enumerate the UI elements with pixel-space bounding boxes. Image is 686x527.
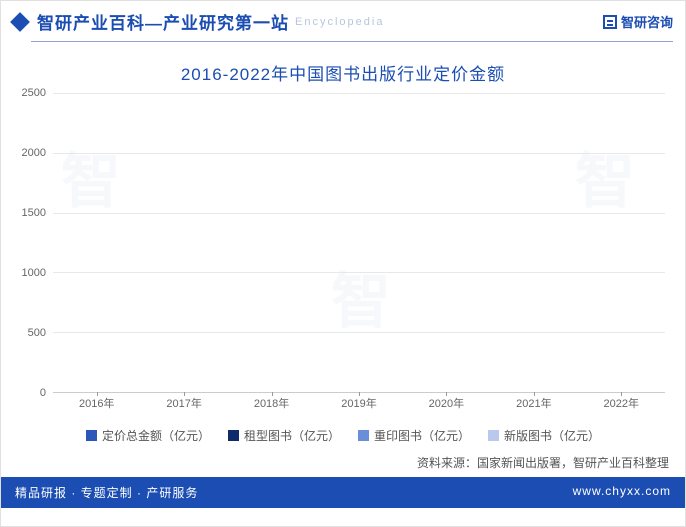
x-tick-label: 2017年	[166, 395, 201, 411]
footer-right: www.chyxx.com	[573, 484, 671, 501]
y-tick-label: 0	[40, 387, 46, 399]
legend-swatch	[86, 430, 97, 441]
x-tick-label: 2018年	[254, 395, 289, 411]
plot-area	[53, 93, 665, 393]
x-tick-label: 2019年	[341, 395, 376, 411]
legend-item: 重印图书（亿元）	[358, 427, 470, 444]
grid-line	[53, 272, 665, 273]
footer: 精品研报 · 专题定制 · 产研服务 www.chyxx.com	[1, 477, 685, 508]
legend-label: 租型图书（亿元）	[244, 427, 340, 444]
x-tick-label: 2016年	[79, 395, 114, 411]
footer-left: 精品研报 · 专题定制 · 产研服务	[15, 484, 198, 501]
legend-item: 新版图书（亿元）	[488, 427, 600, 444]
grid-line	[53, 213, 665, 214]
x-tick-label: 2020年	[429, 395, 464, 411]
brand-text: 智研咨询	[621, 12, 673, 31]
header-sub: Encyclopedia	[295, 16, 384, 28]
diamond-icon	[10, 12, 30, 32]
grid-line	[53, 93, 665, 94]
legend-swatch	[358, 430, 369, 441]
x-tick-label: 2022年	[604, 395, 639, 411]
chart-title: 2016-2022年中国图书出版行业定价金额	[1, 60, 685, 85]
legend-swatch	[228, 430, 239, 441]
chart-area: 智 智 智 05001000150020002500 2016年2017年201…	[11, 93, 665, 423]
legend-item: 定价总金额（亿元）	[86, 427, 210, 444]
x-tick-label: 2021年	[516, 395, 551, 411]
brand-logo: 智研咨询	[603, 12, 673, 31]
logo-icon	[603, 15, 617, 29]
header: 智研产业百科—产业研究第一站 Encyclopedia 智研咨询	[1, 1, 685, 42]
legend-label: 重印图书（亿元）	[374, 427, 470, 444]
y-tick-label: 1500	[22, 207, 46, 219]
legend-swatch	[488, 430, 499, 441]
legend-item: 租型图书（亿元）	[228, 427, 340, 444]
source-text: 资料来源：国家新闻出版署，智研产业百科整理	[1, 444, 685, 477]
y-tick-label: 500	[28, 327, 46, 339]
legend-label: 新版图书（亿元）	[504, 427, 600, 444]
y-tick-label: 2500	[22, 87, 46, 99]
legend: 定价总金额（亿元） 租型图书（亿元） 重印图书（亿元） 新版图书（亿元）	[1, 427, 685, 444]
header-rule	[31, 41, 673, 42]
grid-line	[53, 153, 665, 154]
y-tick-label: 1000	[22, 267, 46, 279]
y-axis: 05001000150020002500	[11, 93, 51, 393]
header-title: 智研产业百科—产业研究第一站	[37, 9, 289, 34]
y-tick-label: 2000	[22, 147, 46, 159]
x-axis: 2016年 2017年 2018年 2019年 2020年 2021年 2022年	[53, 395, 665, 415]
grid-line	[53, 332, 665, 333]
legend-label: 定价总金额（亿元）	[102, 427, 210, 444]
